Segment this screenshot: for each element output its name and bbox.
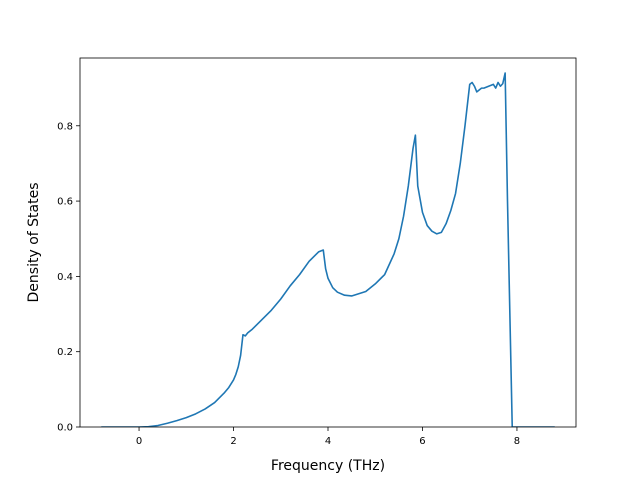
y-tick-label: 0.4 xyxy=(57,272,73,283)
plot-frame xyxy=(79,57,577,428)
dos-series-line-0 xyxy=(101,72,555,427)
y-axis-label: Density of States xyxy=(26,183,42,303)
y-tick-label: 0.2 xyxy=(57,347,73,358)
y-tick-label: 0.8 xyxy=(57,121,73,132)
y-tick-label: 0.6 xyxy=(57,197,73,208)
ticks-layer: 0 2 4 6 8 0.0 0.2 0.4 0.6 0.8 xyxy=(57,121,520,447)
x-tick-label: 8 xyxy=(514,436,520,447)
x-axis-label: Frequency (THz) xyxy=(271,458,385,474)
y-tick-label: 0.0 xyxy=(57,423,73,434)
x-tick-label: 0 xyxy=(136,436,142,447)
x-tick-label: 4 xyxy=(325,436,331,447)
plot-layer xyxy=(101,72,555,427)
x-tick-label: 2 xyxy=(230,436,236,447)
x-tick-label: 6 xyxy=(419,436,425,447)
